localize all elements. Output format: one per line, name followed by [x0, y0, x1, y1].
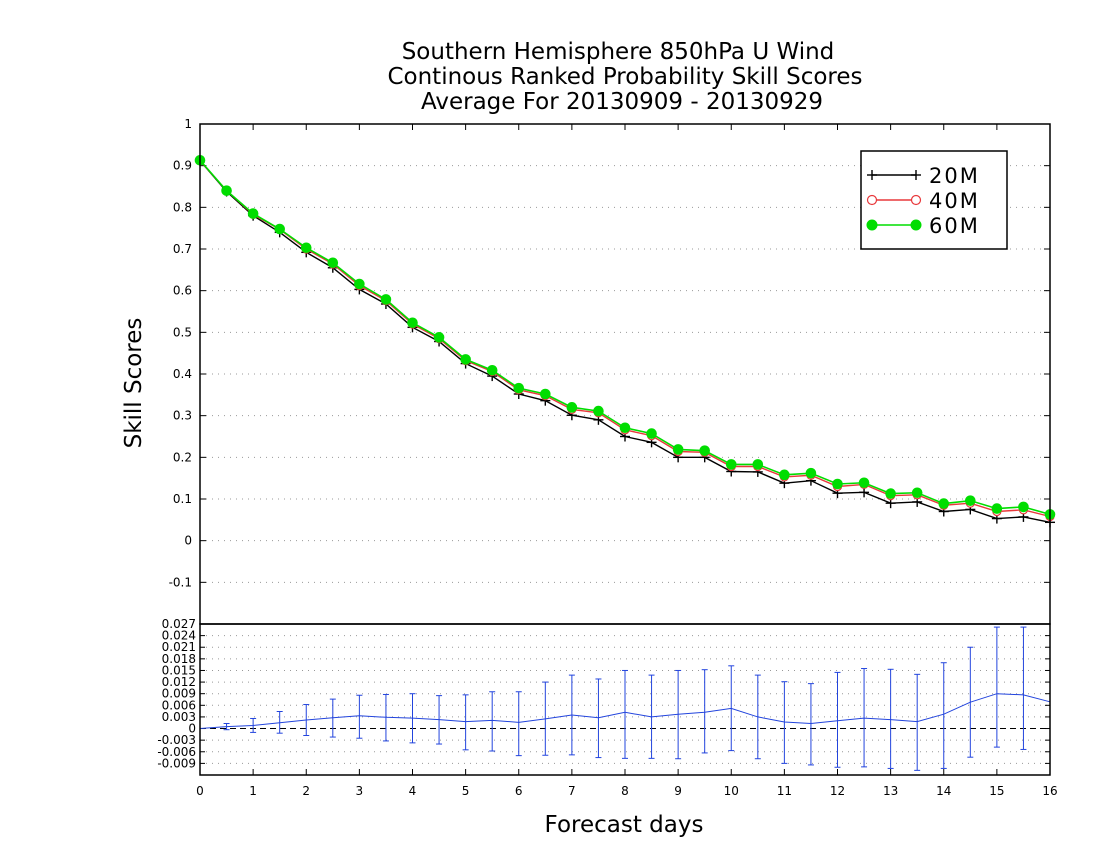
bottom-y-tick-label: 0.027 [162, 617, 196, 631]
x-tick-label: 14 [936, 784, 951, 798]
bottom-y-tick-label: -0.006 [157, 745, 196, 759]
marker-60M [885, 488, 896, 499]
bottom-y-tick-label: 0.015 [162, 663, 196, 677]
marker-60M [646, 428, 657, 439]
marker-60M [965, 495, 976, 506]
marker-60M [300, 242, 312, 254]
top-series-layer [194, 154, 1056, 528]
marker-60M [699, 445, 710, 456]
x-tick-label: 15 [989, 784, 1004, 798]
marker-60M [221, 185, 232, 196]
top-y-tick-label: 0.5 [173, 325, 192, 339]
marker-60M [566, 402, 578, 413]
marker-60M [593, 405, 604, 417]
legend-marker-40M [866, 194, 878, 206]
x-tick-label: 9 [674, 784, 682, 798]
x-tick-label: 0 [196, 784, 204, 798]
marker-60M [486, 364, 498, 376]
x-tick-label: 10 [724, 784, 739, 798]
legend-label-60M: 60M [929, 214, 980, 238]
marker-60M [991, 503, 1003, 514]
bottom-y-tick-label: 0.012 [162, 675, 196, 689]
bottom-y-tick-label: -0.009 [157, 756, 196, 770]
bottom-y-tick-label: 0.018 [162, 652, 196, 666]
marker-60M [327, 257, 339, 269]
marker-60M [460, 354, 471, 365]
x-tick-label: 16 [1042, 784, 1057, 798]
bottom-y-tick-label: 0.009 [162, 687, 196, 701]
top-y-tick-label: 0.1 [173, 492, 192, 506]
bottom-y-tick-label: -0.003 [157, 733, 196, 747]
x-tick-label: 8 [621, 784, 629, 798]
marker-60M [858, 477, 870, 489]
marker-60M [1018, 501, 1029, 513]
top-y-tick-label: 1 [184, 117, 192, 131]
legend-label-40M: 40M [929, 189, 980, 213]
x-axis-label: Forecast days [545, 812, 704, 838]
marker-60M [672, 444, 684, 455]
marker-60M [433, 332, 445, 343]
x-tick-label: 12 [830, 784, 845, 798]
marker-60M [274, 223, 285, 235]
x-tick-label: 2 [302, 784, 310, 798]
legend-label-20M: 20M [929, 164, 980, 188]
x-axis-ticks: 0 1 2 3 4 5 6 7 8 9 10 11 12 13 14 15 16 [196, 124, 1058, 798]
marker-60M [540, 388, 551, 400]
bottom-y-tick-label: 0.003 [162, 710, 196, 724]
difference-line [199, 693, 1051, 730]
bottom-y-tick-label: 0.024 [162, 629, 196, 643]
marker-60M [752, 459, 764, 470]
top-y-tick-label: -0.1 [169, 575, 192, 589]
marker-60M [380, 294, 392, 305]
x-tick-label: 13 [883, 784, 898, 798]
marker-60M [832, 478, 843, 490]
x-tick-label: 1 [249, 784, 257, 798]
chart-title-line-1: Southern Hemisphere 850hPa U Wind [402, 39, 835, 65]
top-y-tick-label: 0.8 [173, 200, 192, 214]
x-tick-label: 7 [568, 784, 576, 798]
legend-marker-60M [910, 219, 922, 231]
marker-60M [779, 469, 790, 481]
top-y-tick-label: 0.7 [173, 242, 192, 256]
marker-60M [247, 208, 259, 219]
top-y-axis-ticks: -0.1 0 0.1 0.2 0.3 0.4 0.5 0.6 0.7 0.8 0.9 1 [169, 117, 1050, 589]
x-tick-label: 3 [356, 784, 364, 798]
bottom-y-tick-label: 0 [188, 722, 196, 736]
chart-title-line-2: Continous Ranked Probability Skill Score… [387, 64, 862, 90]
marker-60M [725, 459, 737, 470]
difference-panel: -0.009-0.006-0.00300.0030.0060.0090.0120… [157, 124, 1058, 798]
top-y-tick-label: 0.4 [173, 367, 192, 381]
marker-60M [513, 382, 525, 394]
legend-marker-60M [866, 219, 878, 231]
top-y-tick-label: 0 [184, 534, 192, 548]
marker-60M [407, 317, 418, 329]
x-tick-label: 4 [409, 784, 417, 798]
marker-60M [619, 422, 631, 434]
marker-60M [805, 467, 817, 479]
marker-60M [938, 498, 950, 509]
marker-60M [354, 278, 365, 290]
bottom-y-axis-ticks: -0.009-0.006-0.00300.0030.0060.0090.0120… [157, 617, 1050, 770]
bottom-y-tick-label: 0.006 [162, 698, 196, 712]
chart-title-line-3: Average For 20130909 - 20130929 [421, 89, 823, 115]
top-y-tick-label: 0.2 [173, 450, 192, 464]
top-y-tick-label: 0.6 [173, 284, 192, 298]
y-axis-label: Skill Scores [121, 318, 147, 449]
bottom-series-layer [199, 626, 1051, 771]
x-tick-label: 5 [462, 784, 470, 798]
marker-60M [911, 487, 923, 499]
x-tick-label: 11 [777, 784, 792, 798]
bottom-y-tick-label: 0.021 [162, 640, 196, 654]
legend-marker-40M [910, 194, 922, 206]
top-y-tick-label: 0.9 [173, 159, 192, 173]
x-tick-label: 6 [515, 784, 523, 798]
top-y-tick-label: 0.3 [173, 409, 192, 423]
